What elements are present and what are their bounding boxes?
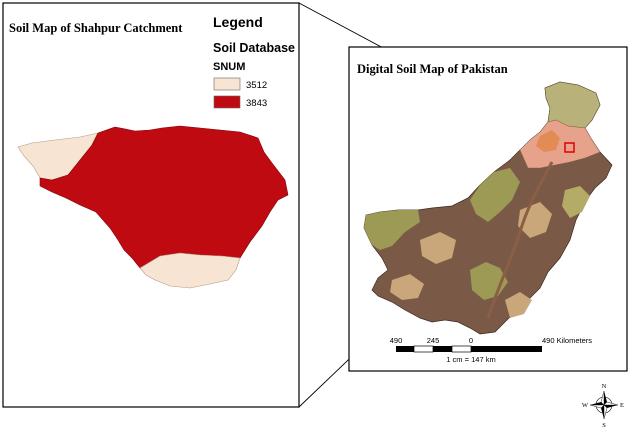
scale-ratio-text: 1 cm = 147 km: [446, 355, 495, 364]
left-map-title: Soil Map of Shahpur Catchment: [9, 21, 183, 35]
scale-tick-490-right: 490 Kilometers: [542, 336, 592, 345]
soil-unit-3512-south: [139, 252, 241, 289]
legend-database-label: Soil Database: [213, 41, 295, 55]
legend-label-3843: 3843: [246, 98, 267, 109]
scale-tick-490-left: 490: [390, 336, 403, 345]
legend-swatch-3843: [213, 95, 241, 109]
compass-n-label: N: [602, 383, 607, 390]
soil-zone-tan-1: [420, 232, 456, 264]
soil-zone-tan-3: [390, 274, 424, 300]
compass-s-label: S: [602, 422, 606, 429]
scale-bar: 490 245 0 490 Kilometers 1 cm = 147 km: [390, 336, 593, 364]
soil-zone-olive-central: [470, 168, 520, 222]
scale-segment-3: [433, 346, 452, 352]
scale-segment-4: [451, 345, 472, 353]
soil-zone-tan-4: [505, 292, 532, 318]
soil-zone-olive-west: [364, 210, 420, 250]
legend-swatch-3512: [213, 77, 241, 91]
compass-e-label: E: [620, 402, 624, 409]
scale-segment-2: [413, 345, 434, 353]
soil-zone-orange: [536, 130, 560, 152]
scale-segment-5: [471, 346, 542, 352]
scale-tick-245: 245: [427, 336, 440, 345]
scale-tick-0: 0: [469, 336, 473, 345]
legend-field-label: SNUM: [213, 61, 245, 73]
right-map-title: Digital Soil Map of Pakistan: [357, 62, 508, 76]
soil-zone-salmon: [519, 119, 601, 169]
compass-w-label: W: [582, 402, 589, 409]
pakistan-soil-map: [363, 81, 613, 335]
catchment-locator-box: [564, 142, 575, 153]
compass-rose-icon: [589, 390, 619, 420]
scale-segment-1: [396, 346, 414, 352]
legend-label-3512: 3512: [246, 80, 267, 91]
indus-band: [486, 161, 554, 319]
legend-heading: Legend: [213, 14, 263, 30]
left-map-frame: [2, 2, 300, 408]
soil-zone-olive-east: [562, 186, 590, 218]
catchment-map: [17, 125, 289, 289]
